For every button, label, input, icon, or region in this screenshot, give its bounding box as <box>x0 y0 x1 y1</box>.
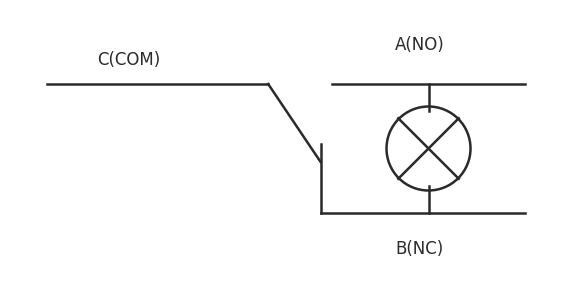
Text: C(COM): C(COM) <box>97 51 160 69</box>
Text: A(NO): A(NO) <box>395 36 445 54</box>
Text: B(NC): B(NC) <box>396 240 444 258</box>
